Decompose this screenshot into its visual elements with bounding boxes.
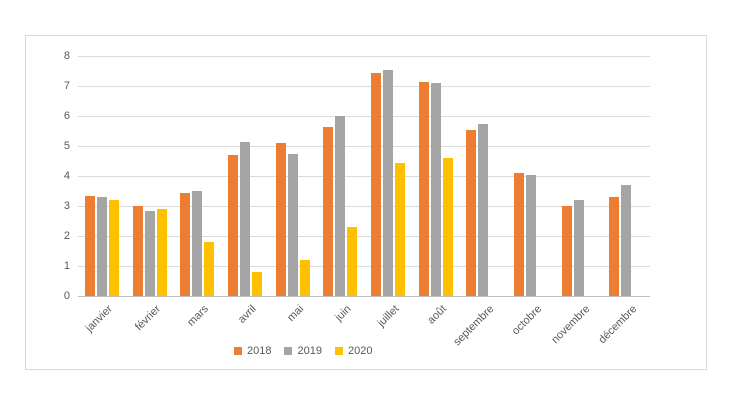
- x-category-label-juin: juin: [333, 303, 354, 324]
- legend-label: 2020: [347, 345, 373, 357]
- gridline-5: [78, 146, 650, 147]
- gridline-8: [78, 56, 650, 57]
- x-category-label-mars: mars: [184, 303, 211, 329]
- bar-2018-février: [132, 206, 143, 296]
- x-category-label-juillet: juillet: [375, 303, 402, 330]
- x-category-label-novembre: novembre: [548, 303, 592, 347]
- bar-2020-avril: [251, 272, 262, 296]
- bar-2019-mars: [192, 191, 203, 296]
- gridline-2: [78, 236, 650, 237]
- gridline-7: [78, 86, 650, 87]
- gridline-1: [78, 266, 650, 267]
- bar-2018-novembre: [561, 206, 572, 296]
- x-category-label-mai: mai: [284, 303, 306, 325]
- y-tick-label-8: 8: [63, 50, 70, 62]
- gridline-3: [78, 206, 650, 207]
- legend-item-2019: 2019: [284, 345, 322, 357]
- x-category-label-août: août: [425, 303, 449, 327]
- bar-2018-janvier: [84, 195, 95, 296]
- legend-swatch-icon: [284, 347, 293, 355]
- bar-2020-mai: [299, 260, 310, 296]
- gridline-6: [78, 116, 650, 117]
- bar-2019-décembre: [621, 185, 632, 296]
- y-tick-label-2: 2: [63, 230, 70, 242]
- bar-2019-juillet: [382, 69, 393, 296]
- bar-2019-novembre: [573, 200, 584, 296]
- bar-2018-mars: [180, 192, 191, 296]
- y-tick-label-0: 0: [63, 290, 70, 302]
- x-category-label-décembre: décembre: [596, 303, 640, 347]
- chart-legend: 2018 2019 2020: [234, 345, 372, 357]
- chart-plot-frame: 0 1 2 3 4 5 6 7 8 janvier février mars avril mai juin…: [25, 35, 707, 370]
- bar-2019-février: [144, 210, 155, 296]
- bar-2018-décembre: [609, 197, 620, 296]
- bar-2019-septembre: [478, 123, 489, 296]
- x-category-label-octobre: octobre: [509, 303, 545, 338]
- x-category-label-février: février: [132, 303, 163, 334]
- bar-2020-août: [442, 158, 453, 296]
- bar-2019-juin: [335, 116, 346, 296]
- legend-item-2018: 2018: [234, 345, 271, 357]
- bar-2019-mai: [287, 153, 298, 296]
- y-tick-label-6: 6: [63, 110, 70, 122]
- x-category-label-janvier: janvier: [83, 303, 116, 335]
- bar-2020-juillet: [394, 162, 405, 296]
- legend-swatch-icon: [334, 347, 343, 355]
- bar-2020-mars: [204, 242, 215, 296]
- x-axis-line: [78, 296, 650, 297]
- bar-2020-juin: [347, 227, 358, 296]
- bar-2019-octobre: [525, 174, 536, 296]
- y-tick-label-7: 7: [63, 80, 70, 92]
- x-category-label-avril: avril: [235, 303, 259, 326]
- bar-2019-avril: [239, 141, 250, 296]
- legend-label: 2018: [247, 345, 272, 357]
- x-category-label-septembre: septembre: [451, 303, 497, 349]
- gridline-4: [78, 176, 650, 177]
- y-tick-label-4: 4: [63, 170, 70, 182]
- bar-2018-septembre: [466, 129, 477, 296]
- y-tick-label-5: 5: [63, 140, 70, 152]
- y-tick-label-1: 1: [63, 260, 70, 272]
- bar-2020-février: [156, 209, 167, 296]
- bar-2018-octobre: [513, 173, 524, 296]
- bar-2019-janvier: [96, 197, 107, 296]
- bar-2020-janvier: [108, 200, 119, 296]
- bar-2018-juin: [323, 126, 334, 296]
- bar-2018-avril: [227, 155, 238, 296]
- y-tick-label-3: 3: [63, 200, 70, 212]
- bar-2018-mai: [275, 143, 286, 296]
- bar-2018-juillet: [370, 72, 381, 296]
- legend-item-2020: 2020: [334, 345, 373, 357]
- bar-2019-août: [430, 83, 441, 296]
- legend-swatch-icon: [234, 347, 242, 355]
- legend-label: 2019: [297, 345, 322, 357]
- bar-2018-août: [418, 81, 429, 296]
